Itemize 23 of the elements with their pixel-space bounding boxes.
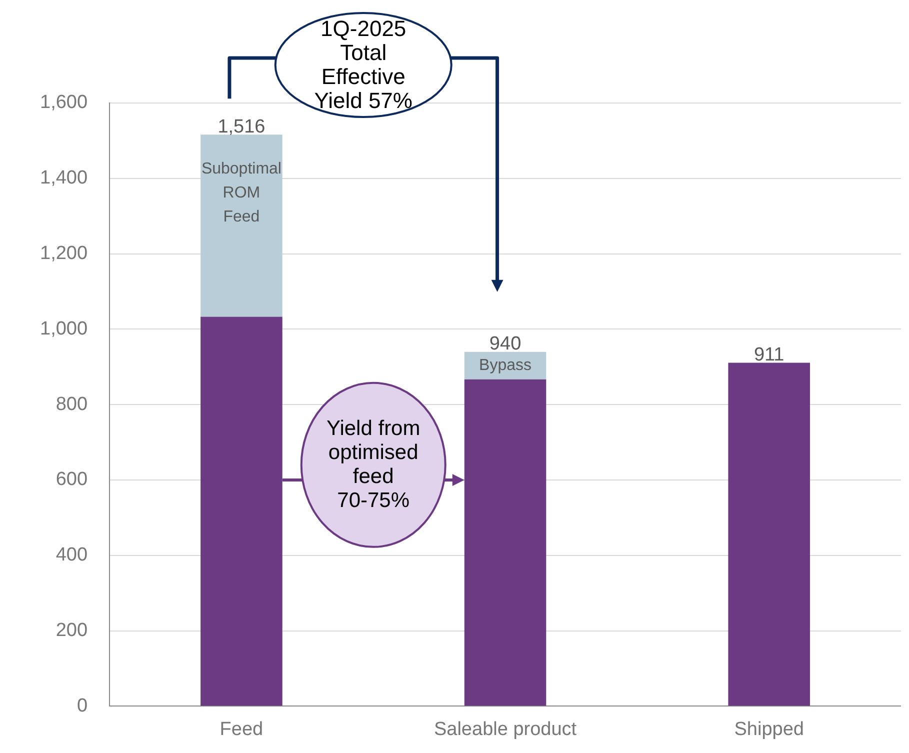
y-tick-label: 600 [56,469,88,490]
total-label: 940 [489,334,522,355]
total-label: 1,516 [218,116,266,138]
bar [728,362,810,706]
x-tick-label: Shipped [734,718,804,740]
annotation: 1Q-2025 Total Effective Yield 57% [313,15,414,115]
y-tick-label: 1,600 [40,92,88,114]
annotation: Yield from optimised feed 70-75% [326,416,420,513]
annotation: Suboptimal ROM Feed [201,160,282,226]
total-label: 911 [754,344,784,366]
y-tick-label: 800 [56,394,88,415]
annotation: Bypass [479,356,532,374]
y-tick-label: 1,400 [40,168,88,189]
y-tick-label: 200 [56,620,88,642]
bar [200,316,282,706]
y-tick-label: 1,000 [40,318,88,340]
x-tick-label: Saleable product [434,718,578,740]
bar [464,379,546,706]
y-tick-label: 0 [76,695,88,716]
y-tick-label: 1,200 [40,243,88,264]
bar [200,134,282,317]
y-tick-label: 400 [56,544,88,566]
x-tick-label: Feed [220,718,264,740]
